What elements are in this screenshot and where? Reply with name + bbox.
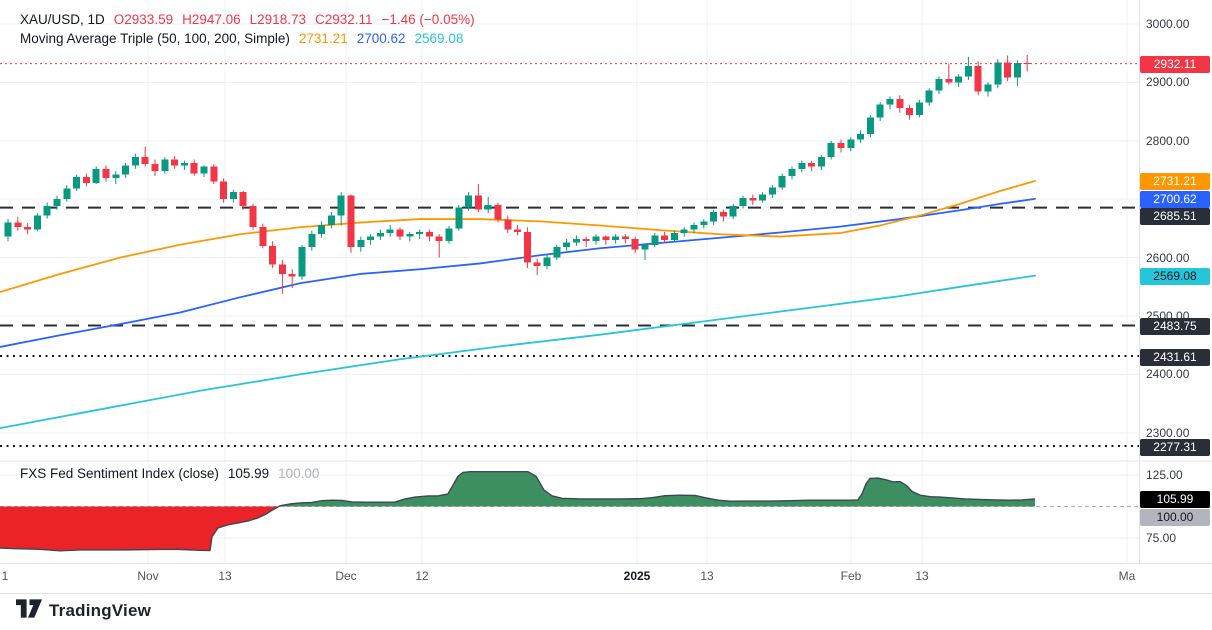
- time-axis-label-Dec: Dec: [335, 569, 357, 583]
- sentiment-area-positive: [0, 471, 1035, 507]
- price-badge-2569.08: 2569.08: [1140, 267, 1210, 285]
- symbol-legend[interactable]: XAU/USD, 1D O2933.59 H2947.06 L2918.73 C…: [20, 12, 475, 27]
- time-axis-label-12: 12: [415, 569, 429, 583]
- ma-line-sma50: [0, 180, 1036, 293]
- tradingview-logo-text: TradingView: [49, 601, 152, 620]
- time-axis-label-13: 13: [915, 569, 929, 583]
- price-badge-2685.51: 2685.51: [1140, 207, 1210, 225]
- price-axis-label: 2800.00: [1146, 133, 1190, 148]
- time-axis-label-Ma: Ma: [1118, 569, 1136, 583]
- ohlc-close: C2932.11: [314, 12, 373, 27]
- price-badge-2700.62: 2700.62: [1140, 190, 1210, 208]
- sentiment-baseline-value: 100.00: [278, 466, 320, 481]
- sentiment-line: [0, 471, 1036, 552]
- sentiment-axis-label: 125.00: [1146, 468, 1183, 482]
- price-axis-label: 2600.00: [1146, 250, 1190, 265]
- ohlc-low: L2918.73: [249, 12, 306, 27]
- time-axis-label-13: 13: [218, 569, 232, 583]
- price-badge-105.99: 105.99: [1140, 490, 1210, 508]
- price-axis-label: 3000.00: [1146, 17, 1190, 31]
- ma50-value: 2731.21: [298, 31, 348, 46]
- sentiment-legend[interactable]: FXS Fed Sentiment Index (close) 105.99 1…: [20, 466, 319, 481]
- time-axis-label-Feb: Feb: [840, 569, 862, 583]
- sentiment-indicator-title: FXS Fed Sentiment Index (close): [20, 466, 219, 481]
- tradingview-logo-icon: [16, 599, 42, 623]
- price-axis-label: 2400.00: [1146, 367, 1190, 382]
- price-badge-2932.11: 2932.11: [1140, 55, 1210, 73]
- time-axis-label-13: 13: [700, 569, 714, 583]
- ma100-value: 2700.62: [356, 31, 406, 46]
- ohlc-high: H2947.06: [182, 12, 241, 27]
- price-axis-label: 2900.00: [1146, 75, 1190, 90]
- sentiment-area-negative: [0, 506, 1035, 551]
- tradingview-logo[interactable]: TradingView: [16, 599, 151, 623]
- time-axis-label-2025: 2025: [623, 569, 651, 583]
- price-badge-2431.61: 2431.61: [1140, 348, 1210, 366]
- ma-indicator-title: Moving Average Triple (50, 100, 200, Sim…: [20, 31, 290, 46]
- price-change: −1.46 (−0.05%): [381, 12, 475, 27]
- time-axis-label-Nov: Nov: [137, 569, 159, 583]
- price-badge-100.00: 100.00: [1140, 508, 1210, 526]
- ma-line-sma200: [0, 274, 1036, 430]
- ma-legend[interactable]: Moving Average Triple (50, 100, 200, Sim…: [20, 31, 463, 46]
- ohlc-open: O2933.59: [113, 12, 174, 27]
- ma200-value: 2569.08: [414, 31, 464, 46]
- price-badge-2483.75: 2483.75: [1140, 317, 1210, 335]
- candles: [4, 54, 1031, 294]
- time-axis-label-1: 1: [1, 569, 9, 583]
- sentiment-axis-label: 75.00: [1146, 531, 1177, 545]
- symbol-title: XAU/USD, 1D: [20, 12, 105, 27]
- price-badge-2731.21: 2731.21: [1140, 172, 1210, 190]
- sentiment-value: 105.99: [227, 466, 270, 481]
- price-badge-2277.31: 2277.31: [1140, 438, 1210, 456]
- ma-line-sma100: [0, 197, 1036, 348]
- price-axis-label: 2300.00: [1146, 425, 1190, 440]
